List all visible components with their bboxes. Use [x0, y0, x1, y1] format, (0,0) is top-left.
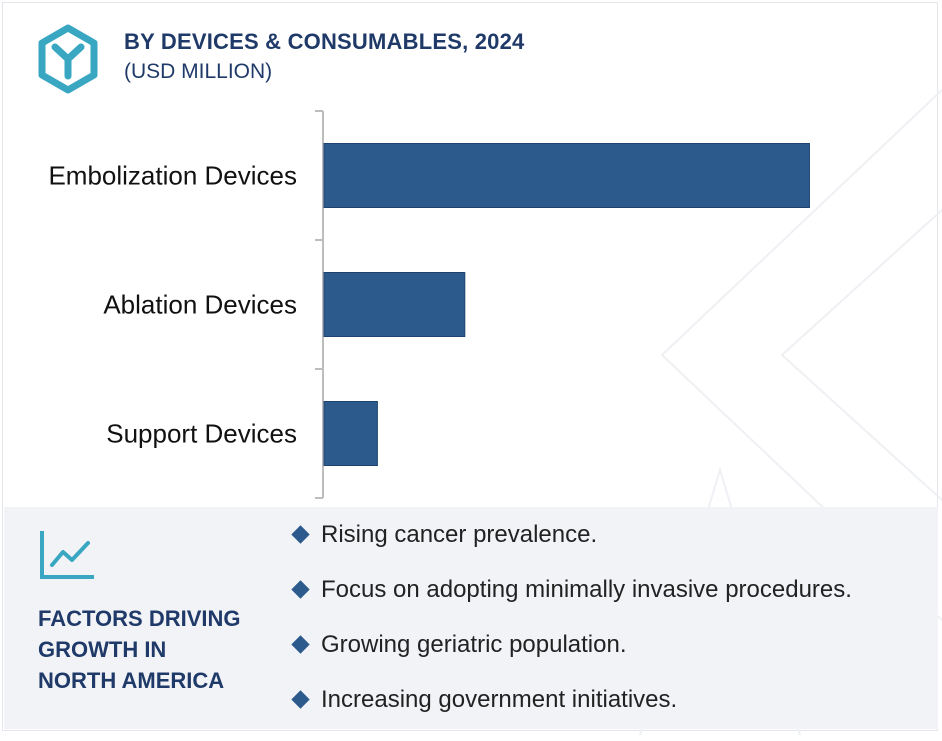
- category-label: Support Devices: [106, 419, 297, 449]
- bar-ablation-devices: [323, 272, 466, 337]
- factors-heading-line: GROWTH IN: [38, 637, 167, 662]
- factor-text: Rising cancer prevalence.: [321, 520, 598, 548]
- chart-title: BY DEVICES & CONSUMABLES, 2024: [124, 29, 525, 54]
- factor-text: Focus on adopting minimally invasive pro…: [321, 575, 852, 603]
- line-chart-icon: [40, 531, 94, 579]
- bars: [323, 143, 810, 466]
- chart-subtitle: (USD MILLION): [124, 60, 273, 83]
- factors-heading-line: NORTH AMERICA: [38, 668, 225, 693]
- factor-item: Growing geriatric population.: [290, 631, 852, 658]
- factors-heading-line: FACTORS DRIVING: [38, 606, 241, 631]
- y-hexagon-icon: [38, 24, 98, 94]
- factor-list: Rising cancer prevalence. Focus on adopt…: [290, 521, 852, 741]
- factor-item: Focus on adopting minimally invasive pro…: [290, 576, 852, 603]
- bar-embolization-devices: [323, 143, 810, 208]
- bar-support-devices: [323, 401, 378, 466]
- factor-text: Growing geriatric population.: [321, 630, 627, 658]
- category-labels: Embolization Devices Ablation Devices Supp…: [48, 161, 297, 449]
- diamond-bullet-icon: [291, 580, 310, 599]
- diamond-bullet-icon: [291, 690, 310, 709]
- factors-panel: FACTORS DRIVING GROWTH IN NORTH AMERICA …: [4, 507, 938, 729]
- factor-item: Rising cancer prevalence.: [290, 521, 852, 548]
- category-label: Embolization Devices: [48, 161, 297, 191]
- y-axis: [315, 110, 324, 499]
- diamond-bullet-icon: [291, 525, 310, 544]
- diamond-bullet-icon: [291, 635, 310, 654]
- factors-heading: FACTORS DRIVING GROWTH IN NORTH AMERICA: [38, 603, 278, 696]
- bar-chart: Embolization Devices Ablation Devices Supp…: [48, 110, 810, 499]
- factor-text: Increasing government initiatives.: [321, 685, 678, 713]
- category-label: Ablation Devices: [103, 290, 297, 320]
- factor-item: Increasing government initiatives.: [290, 686, 852, 713]
